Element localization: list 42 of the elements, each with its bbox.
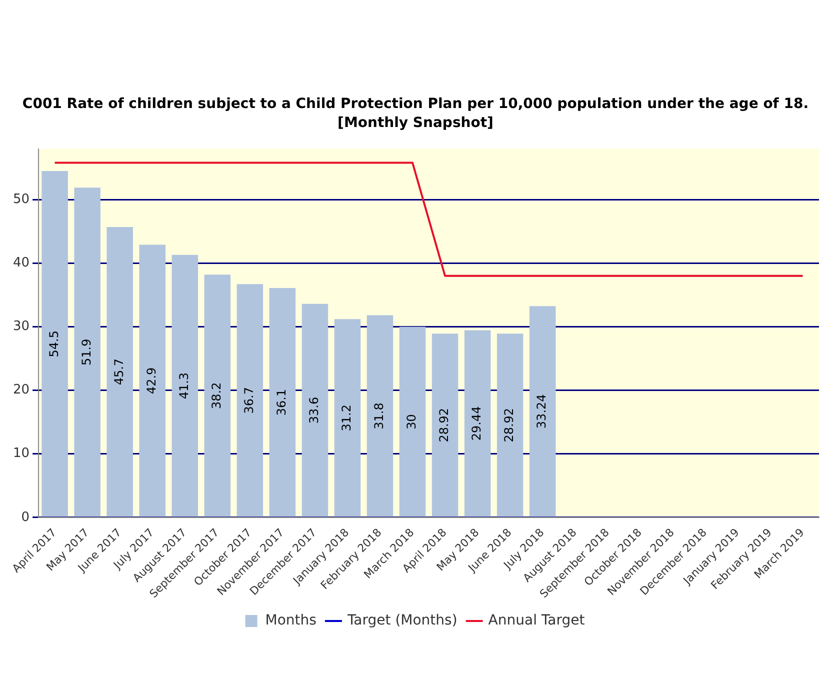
bar (204, 274, 231, 517)
data-label: 42.9 (144, 367, 158, 394)
y-tick-label: 10 (12, 446, 30, 462)
bar (529, 306, 556, 517)
bar (334, 319, 361, 517)
data-label: 45.7 (112, 358, 126, 386)
chart-title: C001 Rate of children subject to a Child Protection Plan per 10,000 population under the age of 18. [Monthly Snapshot] (21, 95, 810, 133)
data-label: 36.1 (274, 388, 289, 416)
bar (236, 284, 264, 517)
data-label: 28.92 (437, 408, 452, 442)
bar (269, 288, 296, 517)
bar (42, 171, 68, 517)
data-label: 41.3 (177, 372, 192, 400)
y-tick-label: 40 (12, 256, 30, 271)
bar (139, 244, 166, 517)
data-label: 36.7 (242, 387, 256, 414)
y-tick-label: 30 (12, 319, 30, 334)
bar (74, 188, 100, 517)
legend-label: Months (265, 612, 316, 629)
data-label: 28.92 (502, 408, 516, 442)
bar (464, 330, 491, 517)
legend-label: Annual Target (488, 612, 586, 629)
y-tick-label: 20 (12, 382, 30, 398)
bar (302, 304, 328, 517)
bar (172, 254, 198, 517)
data-label: 33.24 (534, 394, 549, 429)
y-tick-label: 50 (12, 192, 30, 208)
data-label: 54.5 (46, 330, 61, 358)
data-label: 51.9 (79, 338, 94, 366)
data-label: 33.6 (307, 396, 322, 424)
bar (106, 226, 133, 517)
bar (399, 326, 426, 517)
data-label: 38.2 (210, 382, 224, 410)
data-label: 29.44 (470, 406, 484, 441)
bar (432, 334, 458, 517)
y-tick-label: 0 (21, 510, 30, 525)
bar (366, 315, 394, 517)
data-label: 31.8 (372, 402, 386, 430)
legend-label: Target (Months) (346, 612, 458, 629)
data-label: 30 (404, 414, 419, 430)
bar (496, 334, 524, 517)
data-label: 31.2 (340, 404, 354, 432)
